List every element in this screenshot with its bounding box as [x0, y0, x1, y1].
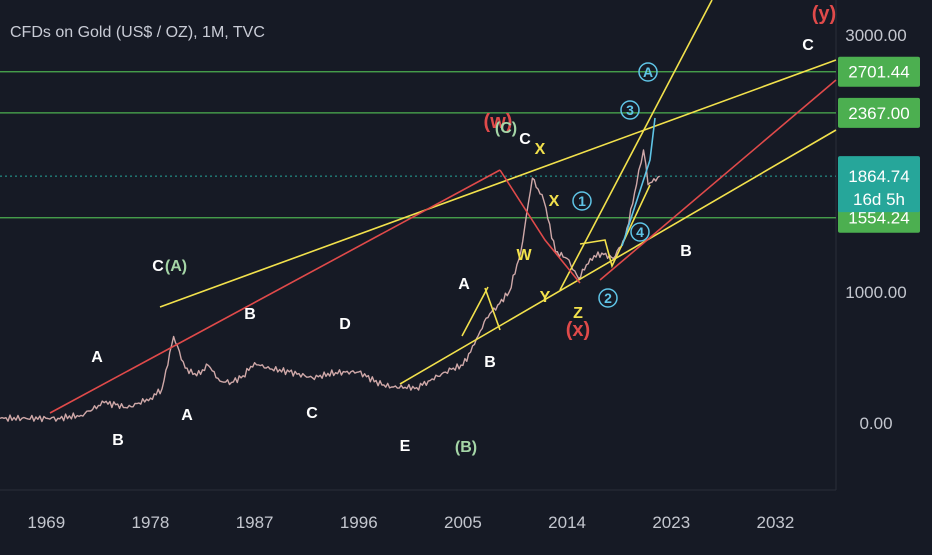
wave-label: B — [484, 354, 496, 371]
wave-label: W — [516, 247, 532, 264]
chart-title: CFDs on Gold (US$ / OZ), 1M, TVC — [10, 24, 265, 41]
wave-label: B — [244, 306, 256, 323]
wave-label: A — [643, 64, 653, 80]
y-tick-label: 0.00 — [859, 414, 892, 433]
yellow-leg-a — [461, 286, 489, 337]
wave-label: (B) — [455, 439, 477, 456]
wave-label: (C) — [495, 120, 517, 137]
y-tick-label: 3000.00 — [845, 26, 906, 45]
x-tick-label: 1978 — [132, 513, 170, 532]
yellow-leg-b — [484, 287, 501, 331]
wave-label: C — [519, 131, 531, 148]
yellow-leg-3 — [579, 184, 651, 269]
x-tick-label: 1987 — [236, 513, 274, 532]
wave-circle-marker — [598, 288, 618, 308]
price-level-label: 1554.24 — [848, 209, 909, 228]
wave-label: X — [549, 193, 560, 210]
wave-label: 1 — [578, 193, 586, 209]
wave-label: B — [112, 432, 124, 449]
x-tick-label: 2032 — [756, 513, 794, 532]
wave-label: C — [306, 405, 318, 422]
wave-label: C — [152, 258, 164, 275]
price-level-tag — [838, 56, 920, 87]
wave-circle-marker — [630, 222, 650, 242]
cyan-leg-3 — [621, 117, 656, 247]
wave-label: A — [91, 349, 103, 366]
wave-label: C — [802, 37, 814, 54]
red-leg-w — [499, 169, 581, 284]
x-tick-label: 2014 — [548, 513, 586, 532]
x-tick-label: 1996 — [340, 513, 378, 532]
wave-circle-marker — [620, 100, 640, 120]
wave-label: A — [181, 407, 193, 424]
wave-label: E — [400, 438, 411, 455]
yellow-trendline-lower — [399, 129, 837, 385]
wave-label: X — [535, 141, 546, 158]
wave-label: Z — [573, 305, 583, 322]
wave-label: 3 — [626, 102, 634, 118]
wave-label: A — [458, 276, 470, 293]
wave-label: (y) — [812, 3, 836, 25]
countdown-label: 16d 5h — [853, 190, 905, 209]
x-tick-label: 2023 — [652, 513, 690, 532]
y-tick-label: 1000.00 — [845, 283, 906, 302]
wave-circle-marker — [638, 62, 658, 82]
wave-label: (x) — [566, 319, 590, 341]
wave-label: D — [339, 316, 351, 333]
wave-label: (A) — [165, 258, 187, 275]
wave-label: 2 — [604, 290, 612, 306]
price-level-label: 2701.44 — [848, 63, 909, 82]
yellow-trendline-upper — [159, 59, 837, 308]
yellow-trendline-steep — [559, 0, 713, 291]
current-price-label: 1864.74 — [848, 167, 909, 186]
wave-circle-marker — [572, 191, 592, 211]
wave-label: 4 — [636, 224, 644, 240]
x-tick-label: 1969 — [27, 513, 65, 532]
red-trendline-right — [599, 79, 837, 281]
x-tick-label: 2005 — [444, 513, 482, 532]
price-level-label: 2367.00 — [848, 104, 909, 123]
current-price-tag — [838, 156, 920, 213]
red-trendline-main — [49, 169, 501, 414]
wave-label: Y — [540, 289, 551, 306]
price-series-line — [0, 149, 661, 423]
price-level-tag — [838, 97, 920, 128]
wave-label: B — [680, 243, 692, 260]
wave-label: (w) — [484, 111, 513, 133]
